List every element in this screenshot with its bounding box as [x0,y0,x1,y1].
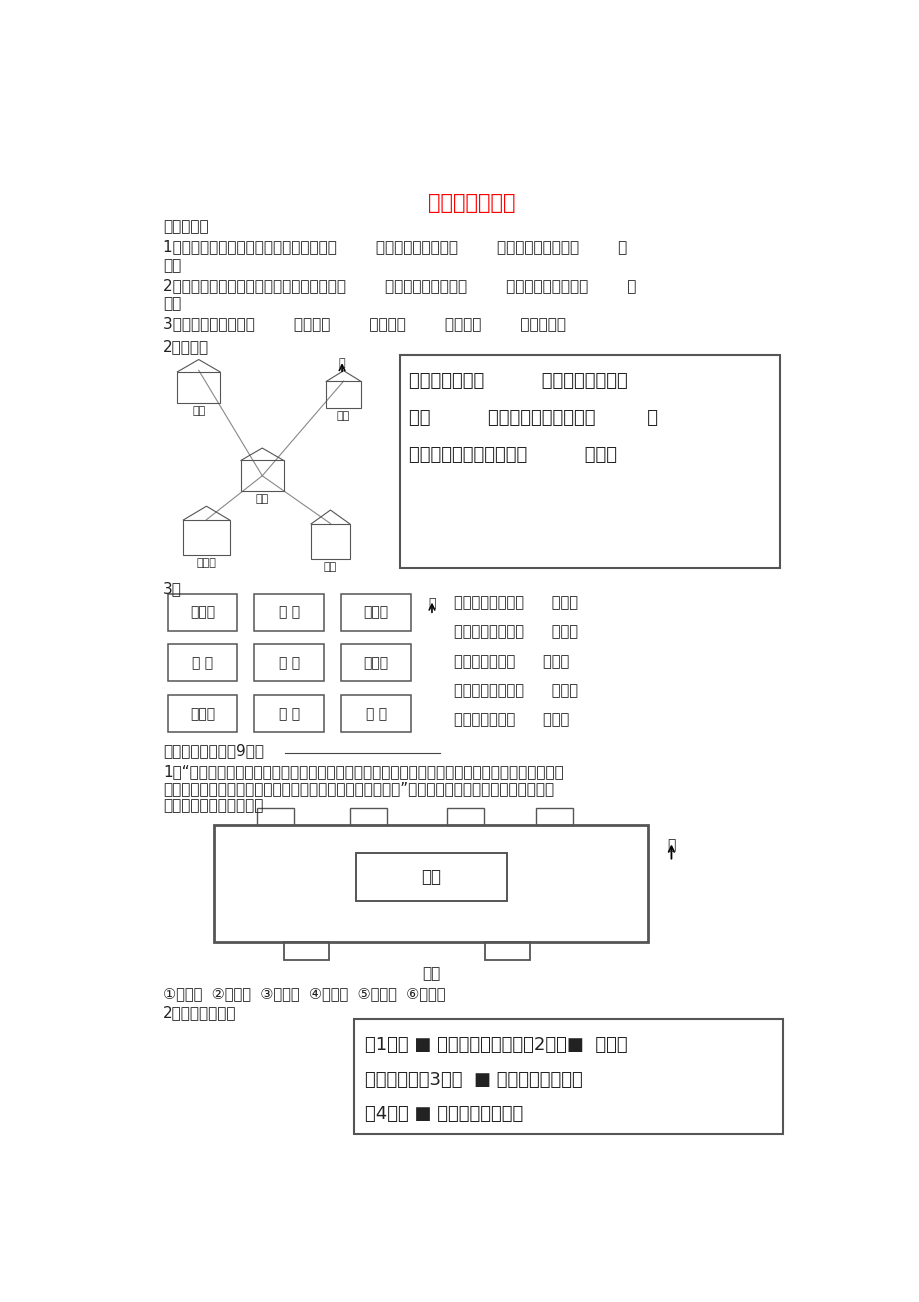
Text: ①环保屋  ②电脑屋  ③天文馆  ④航模馆  ⑤气象馆  ⑥生物馆: ①环保屋 ②电脑屋 ③天文馆 ④航模馆 ⑤气象馆 ⑥生物馆 [163,987,445,1001]
Text: 商 店: 商 店 [278,605,300,618]
Text: 一、填空：: 一、填空： [163,219,209,234]
Text: 碧海园: 碧海园 [197,557,216,568]
Text: 邮局在学校的（      ）面，: 邮局在学校的（ ）面， [453,712,568,728]
Text: 超市: 超市 [336,411,350,422]
Bar [177,372,220,402]
Text: 电影院在学校的（      ）面，: 电影院在学校的（ ）面， [453,684,577,698]
Text: 北: 北 [427,596,435,609]
Text: 面途黄色；（3）在  ■ 的西南面途蓝色；: 面途黄色；（3）在 ■ 的西南面途蓝色； [365,1072,583,1088]
Bar [356,853,506,901]
Text: 商店在学校的（      ）面，: 商店在学校的（ ）面， [453,654,568,669]
Text: 2、按要求途色。: 2、按要求途色。 [163,1005,236,1019]
Bar [256,807,294,824]
Text: 面有天文馆，在展厅有东南面有生物馆，西南面有航模馆。”请你根据小亮的描述，把这些馆名的: 面有天文馆，在展厅有东南面有生物馆，西南面有航模馆。”请你根据小亮的描述，把这些… [163,781,553,797]
Bar [326,381,360,409]
Bar [311,523,349,559]
Text: 的（          ）面；书店在学校的（         ）: 的（ ）面；书店在学校的（ ） [409,409,658,427]
Text: 1、早晨，当你面对太阳时，你的后面是（        ）面，你的左面是（        ）面，你的右面是（        ）: 1、早晨，当你面对太阳时，你的后面是（ ）面，你的左面是（ ）面，你的右面是（ … [163,240,627,254]
Bar [214,824,648,941]
Bar [167,695,237,732]
Text: 3、: 3、 [163,581,182,596]
Text: 邮 局: 邮 局 [278,707,300,721]
Text: 学校: 学校 [255,495,268,504]
Bar [167,594,237,630]
Text: 3、地图通常是按上（        ）、下（        ）、左（        ）、右（        ）绘制的。: 3、地图通常是按上（ ）、下（ ）、左（ ）、右（ ）绘制的。 [163,316,565,332]
Text: 面。: 面。 [163,297,181,311]
Text: 动物园: 动物园 [190,707,215,721]
Text: 电 院: 电 院 [192,656,213,671]
Bar [284,941,329,960]
Text: 1、“走进科技馆大门，在展厅的正北面有电脑屋，南面有气象馆，在展厅的东北面有环保屋，西北: 1、“走进科技馆大门，在展厅的正北面有电脑屋，南面有气象馆，在展厅的东北面有环保… [163,764,563,780]
Text: 少年宫在学校的（      ）面。: 少年宫在学校的（ ）面。 [453,625,577,639]
Text: 书店: 书店 [323,561,336,572]
Text: 《位置与方向》: 《位置与方向》 [427,193,515,214]
Bar [341,644,411,681]
Text: 医 院: 医 院 [365,707,386,721]
Text: 图书馆: 图书馆 [363,605,389,618]
Text: 面。: 面。 [163,258,181,273]
Bar [349,807,387,824]
Bar [241,461,283,491]
Text: 北: 北 [667,838,675,853]
Text: 符号填在适当的位置上。: 符号填在适当的位置上。 [163,798,263,814]
Text: 邮局: 邮局 [192,406,205,415]
Text: 少年宫: 少年宫 [190,605,215,618]
Text: 学 校: 学 校 [278,656,300,671]
Text: 2、填一填: 2、填一填 [163,340,209,354]
Bar [341,594,411,630]
Bar [255,695,323,732]
Bar [255,644,323,681]
Bar [535,807,573,824]
Text: 体育馆: 体育馆 [363,656,389,671]
Text: 体育馆在学校的（      ）面，: 体育馆在学校的（ ）面， [453,595,577,611]
Text: 北: 北 [338,358,346,368]
Text: 面；碧海园在书店的是（          ）面。: 面；碧海园在书店的是（ ）面。 [409,445,617,464]
Bar [485,941,530,960]
Text: 大门: 大门 [422,966,440,982]
Text: （1）在 ■ 的东南面途红色；（2）在■  的东北: （1）在 ■ 的东南面途红色；（2）在■ 的东北 [365,1035,628,1053]
Bar [447,807,483,824]
Text: 展厅: 展厅 [421,868,441,885]
Bar [353,1018,782,1134]
Text: （4）在 ■ 的西北面途维色。: （4）在 ■ 的西北面途维色。 [365,1105,523,1122]
Bar [255,594,323,630]
Bar [183,519,230,555]
Bar [341,695,411,732]
Bar [167,644,237,681]
Text: 2、晚上，当你面对北极星时，你的后面是（        ）面，你的左面是（        ）面，你的右面是（        ）: 2、晚上，当你面对北极星时，你的后面是（ ）面，你的左面是（ ）面，你的右面是（… [163,277,636,293]
Text: 邮局在学校的（          ）面；超市在学校: 邮局在学校的（ ）面；超市在学校 [409,372,628,389]
Text: 二、实践操作：（9分）: 二、实践操作：（9分） [163,743,264,758]
